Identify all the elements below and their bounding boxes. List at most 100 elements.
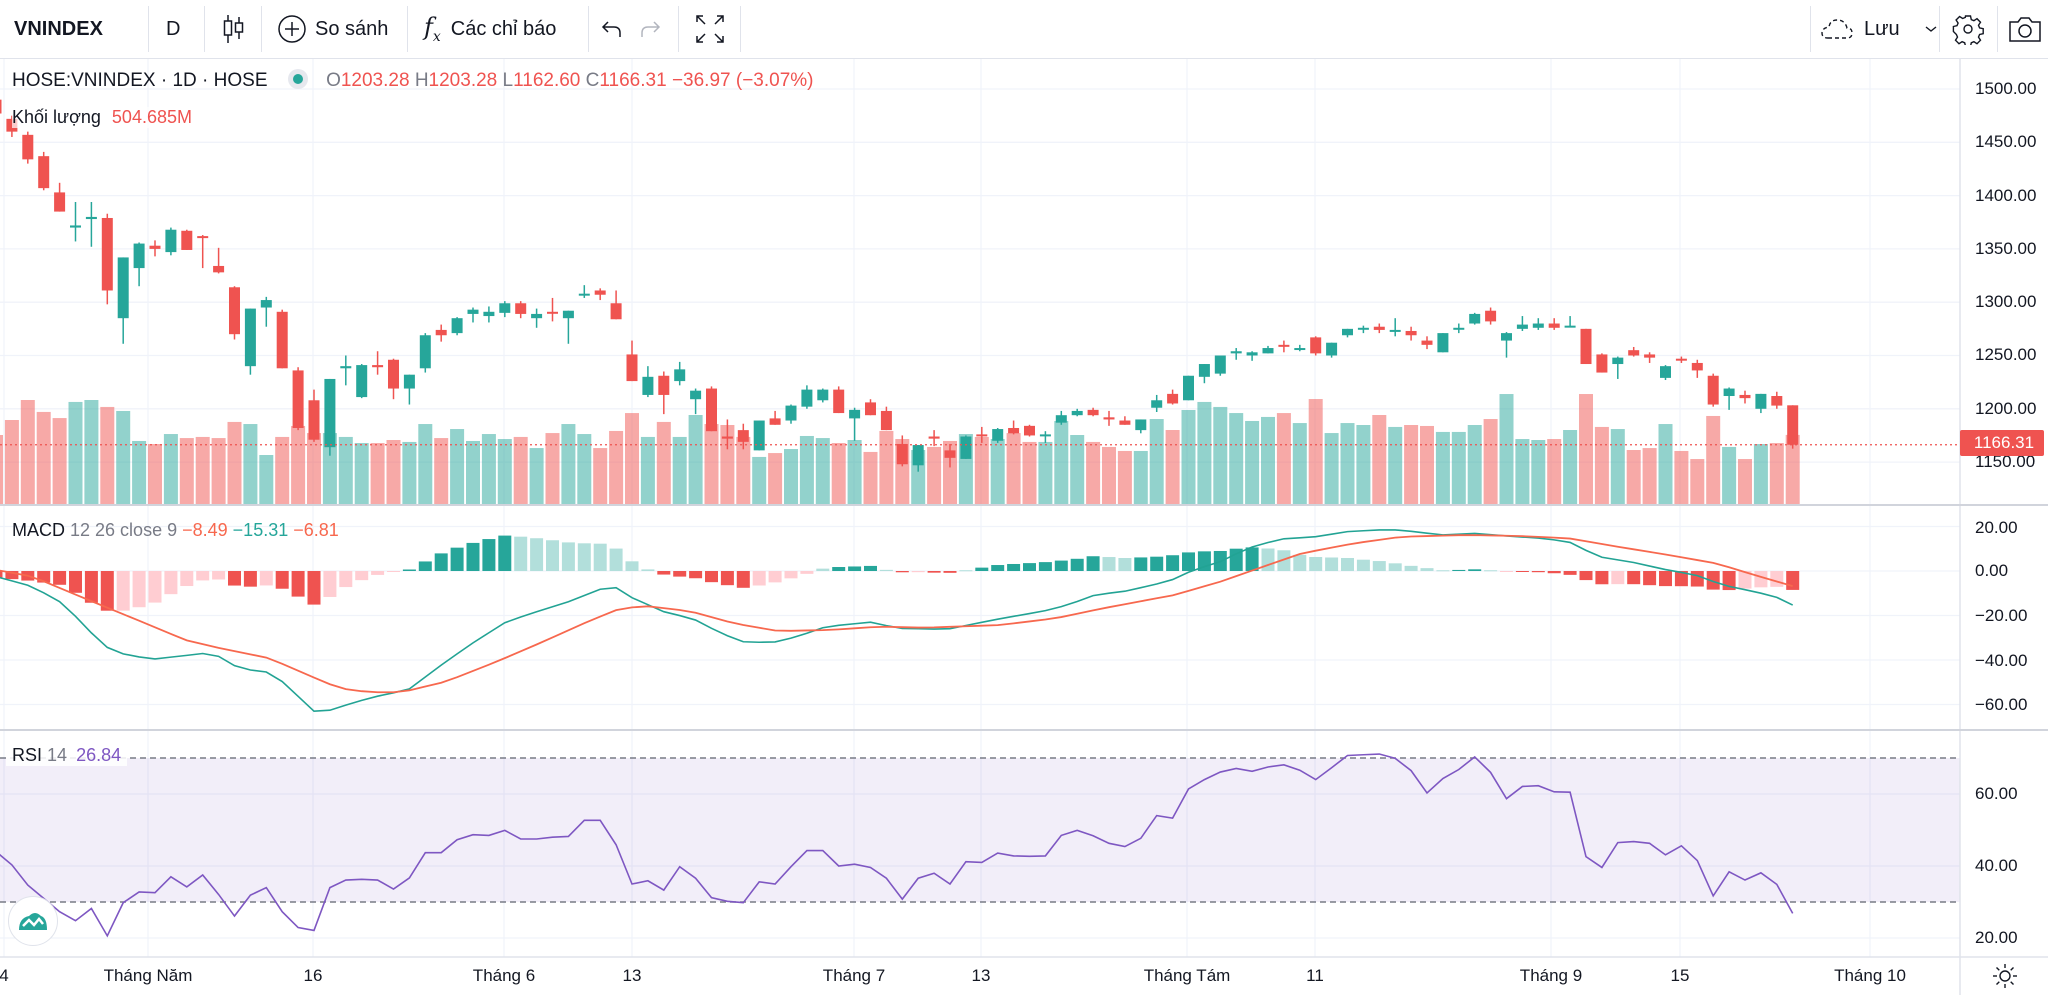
candle-body [1421, 340, 1433, 345]
compare-button[interactable]: So sánh [277, 0, 388, 58]
volume-bar [529, 448, 544, 505]
macd-histogram-bar [1356, 559, 1370, 571]
candle-body [1087, 409, 1099, 416]
macd-histogram-bar [991, 565, 1005, 571]
volume-bar [148, 444, 162, 505]
indicators-button[interactable]: fx Các chỉ báo [424, 0, 556, 58]
top-toolbar: VNINDEX D So sánh fx Các chỉ báo Lưu [0, 0, 2048, 59]
macd-histogram-bar [911, 571, 925, 573]
macd-histogram-bar [1229, 548, 1243, 571]
macd-histogram-bar [275, 571, 289, 589]
macd-histogram-bar [84, 571, 98, 603]
macd-histogram-bar [561, 542, 575, 571]
symbol-search-button[interactable]: VNINDEX [14, 17, 103, 40]
volume-bar [927, 446, 942, 505]
price-tick: 1450.00 [1975, 132, 2037, 151]
macd-histogram-bar [1515, 571, 1529, 572]
volume-bar [68, 401, 83, 505]
macd-histogram-bar [132, 571, 146, 608]
compare-label: So sánh [315, 17, 389, 40]
macd-label[interactable]: MACD [12, 520, 65, 540]
volume-bar [577, 434, 592, 505]
volume-bar [1086, 441, 1101, 505]
macd-histogram-bar [498, 535, 512, 571]
volume-bar [1435, 431, 1450, 505]
macd-tick: −20.00 [1975, 606, 2028, 625]
volume-bar [1340, 423, 1355, 505]
candle-body [101, 217, 113, 291]
low-label: L [502, 70, 514, 91]
volume-bar [609, 430, 624, 505]
rsi-legend: RSI 14 26.84 [6, 745, 128, 766]
macd-histogram-bar [1150, 556, 1164, 571]
candle-body [1167, 393, 1179, 404]
logo-button[interactable] [8, 896, 58, 946]
candle-body [721, 436, 733, 439]
volume-bar [1165, 430, 1180, 505]
rsi-band-fill [0, 758, 1960, 902]
interval-button[interactable]: D [166, 17, 181, 40]
volume-bar [1261, 416, 1275, 505]
candle-body [1437, 333, 1449, 353]
macd-histogram-bar [5, 571, 19, 580]
candle-body [1246, 352, 1258, 356]
macd-histogram-bar [434, 553, 448, 571]
sun-settings-icon [1993, 964, 2017, 988]
time-tick: 4 [0, 966, 9, 985]
macd-histogram-bar [1452, 569, 1466, 571]
open-label: O [326, 70, 341, 91]
candle-body [467, 309, 479, 314]
macd-histogram-bar [466, 542, 480, 571]
price-tick: 1250.00 [1975, 345, 2037, 364]
undo-button[interactable] [600, 0, 624, 58]
candle-body [1024, 425, 1035, 436]
redo-button[interactable] [638, 0, 662, 58]
volume-bar [1276, 413, 1291, 505]
macd-histogram-bar [259, 571, 273, 586]
volume-bar [1070, 435, 1085, 505]
indicators-label: Các chỉ báo [450, 17, 557, 40]
macd-histogram-bar [164, 571, 178, 595]
macd-histogram-bar [402, 569, 416, 571]
volume-bar [481, 434, 496, 505]
save-button[interactable]: Lưu [1820, 0, 1938, 58]
volume-value: 504.685M [111, 107, 192, 127]
series-title[interactable]: HOSE:VNINDEX · 1D · HOSE [12, 70, 268, 91]
fx-icon: fx [424, 13, 441, 45]
macd-histogram-bar [546, 540, 559, 571]
rsi-line [0, 753, 1794, 938]
high-value: 1203.28 [428, 70, 498, 91]
time-tick: 15 [1670, 966, 1690, 985]
volume-bar [1722, 446, 1737, 505]
volume-bar [640, 436, 655, 505]
macd-histogram-bar [1754, 571, 1768, 588]
fullscreen-button[interactable] [694, 0, 726, 58]
volume-bar [1213, 406, 1228, 505]
chart-type-button[interactable] [222, 0, 246, 58]
candle-body [578, 293, 590, 296]
chevron-down-icon[interactable] [1924, 24, 1938, 34]
macd-histogram-bar [371, 571, 385, 575]
snapshot-button[interactable] [2008, 0, 2042, 58]
settings-button[interactable] [1952, 0, 1984, 58]
candle-body [1644, 354, 1656, 358]
price-tick: 1300.00 [1975, 292, 2037, 311]
macd-histogram-bar [1038, 562, 1052, 571]
candle-body [1294, 348, 1306, 351]
macd-histogram-bar [1007, 563, 1021, 571]
macd-tick: 20.00 [1975, 518, 2018, 537]
candle-body [6, 118, 18, 132]
volume-bar [1610, 429, 1625, 505]
candle-body [992, 429, 1004, 441]
rsi-label[interactable]: RSI [12, 745, 43, 765]
toolbar-divider [407, 6, 408, 52]
volume-bar [1738, 459, 1752, 505]
macd-histogram-bar [864, 565, 877, 571]
macd-histogram-bar [784, 571, 798, 579]
volume-label[interactable]: Khối lượng [12, 107, 101, 127]
time-axis-settings-button[interactable] [1992, 963, 2018, 994]
macd-histogram-bar [1420, 568, 1434, 571]
candle-body [865, 402, 876, 416]
candle-body [419, 335, 431, 369]
